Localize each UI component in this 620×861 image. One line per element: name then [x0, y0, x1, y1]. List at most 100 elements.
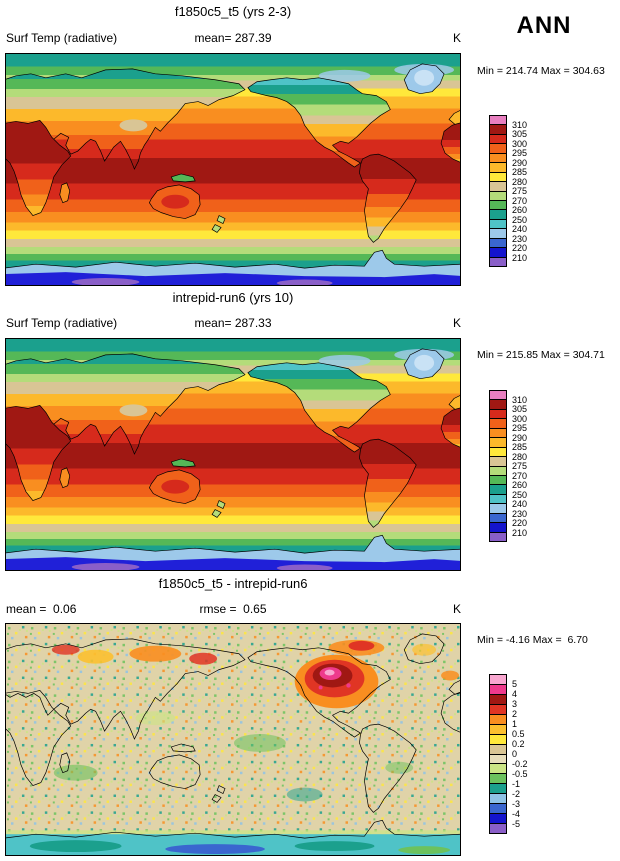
colorbar-cell — [490, 218, 506, 229]
colorbar-label: 5 — [512, 679, 518, 689]
panel3-title: f1850c5_t5 - intrepid-run6 — [158, 576, 308, 591]
colorbar-cell — [490, 391, 506, 400]
panel2-title: intrepid-run6 (yrs 10) — [172, 290, 294, 305]
colorbar-cell — [490, 162, 506, 172]
panel3-rmse-label: rmse = 0.65 — [199, 602, 267, 616]
colorbar-cell — [490, 813, 506, 824]
colorbar-cell — [490, 181, 506, 191]
colorbar-cell — [490, 773, 506, 784]
panel2-map-plot — [6, 339, 460, 570]
colorbar-label: 230 — [512, 233, 528, 244]
panel2-minmax: Min = 215.85 Max = 304.71 — [477, 349, 605, 361]
colorbar-cell — [490, 743, 506, 754]
panel3-map — [5, 623, 461, 856]
panel3-colorbar: 5 4 3 2 1 0.5 0.2 0 -0.2 -0.5 -1 -2 -3 -4 -5 — [489, 674, 528, 834]
colorbar-label: 0.2 — [512, 739, 525, 749]
colorbar-cell — [490, 703, 506, 714]
colorbar-label: 250 — [512, 489, 528, 500]
colorbar-cell — [490, 733, 506, 744]
colorbar-label: 1 — [512, 719, 518, 729]
colorbar-label: 0 — [512, 749, 518, 759]
season-label: ANN — [516, 12, 572, 39]
colorbar-label: 210 — [512, 252, 528, 263]
panel2-mean-label: mean= 287.33 — [194, 316, 272, 330]
colorbar-label: 295 — [512, 148, 528, 158]
colorbar-label: 310 — [512, 119, 528, 130]
panel1-mean-label: mean= 287.39 — [194, 31, 272, 45]
colorbar-label: -2 — [512, 789, 521, 799]
colorbar-label: 285 — [512, 442, 528, 452]
colorbar-cell — [490, 116, 506, 125]
colorbar-label: 305 — [512, 404, 528, 414]
colorbar-cell — [490, 823, 506, 833]
colorbar-label: -0.5 — [512, 769, 528, 779]
colorbar-cell — [490, 256, 506, 266]
colorbar-label: 4 — [512, 689, 518, 699]
colorbar-cell — [490, 237, 506, 248]
colorbar-cell — [490, 399, 506, 409]
colorbar-cell — [490, 493, 506, 504]
colorbar-label: -1 — [512, 779, 521, 789]
colorbar-cell — [490, 190, 506, 200]
colorbar-label: 3 — [512, 699, 518, 709]
colorbar-cell — [490, 713, 506, 724]
colorbar-cell — [490, 228, 506, 238]
colorbar-label: -3 — [512, 799, 521, 809]
colorbar-cell — [490, 503, 506, 513]
colorbar-label: 2 — [512, 709, 518, 719]
panel2-variable-label: Surf Temp (radiative) — [6, 316, 118, 330]
colorbar-cell — [490, 247, 506, 257]
colorbar-cell — [490, 675, 506, 684]
colorbar-cell — [490, 152, 506, 163]
colorbar-label: 220 — [512, 518, 528, 528]
colorbar-cell — [490, 209, 506, 219]
colorbar-cell — [490, 484, 506, 494]
panel3-map-plot — [6, 624, 460, 855]
panel1-units-label: K — [452, 31, 461, 45]
colorbar-label: 240 — [512, 499, 528, 509]
panel1-variable-label: Surf Temp (radiative) — [6, 31, 118, 45]
colorbar-label: -5 — [512, 819, 521, 829]
panel3-units-label: K — [452, 602, 461, 616]
colorbar-label: 280 — [512, 451, 528, 462]
colorbar-cell — [490, 143, 506, 153]
colorbar-label: 275 — [512, 186, 528, 196]
colorbar-label: 230 — [512, 508, 528, 519]
colorbar-label: 270 — [512, 195, 528, 206]
colorbar-label: 275 — [512, 461, 528, 471]
colorbar-cell — [490, 133, 506, 144]
colorbar-label: 220 — [512, 243, 528, 253]
colorbar-cell — [490, 456, 506, 466]
panel1-title: f1850c5_t5 (yrs 2-3) — [174, 4, 292, 19]
colorbar-cell — [490, 763, 506, 774]
colorbar-cells — [489, 390, 507, 542]
panel2-map — [5, 338, 461, 571]
panel3-minmax: Min = -4.16 Max = 6.70 — [477, 634, 588, 646]
colorbar-label: 280 — [512, 176, 528, 187]
colorbar-cell — [490, 793, 506, 804]
colorbar-label: 300 — [512, 413, 528, 424]
colorbar-cells — [489, 115, 507, 267]
colorbar-label: 210 — [512, 527, 528, 538]
colorbar-label: 290 — [512, 432, 528, 443]
panel1-map-plot — [6, 54, 460, 285]
colorbar-cell — [490, 723, 506, 734]
colorbar-cell — [490, 199, 506, 210]
colorbar-cell — [490, 446, 506, 457]
colorbar-label: 0.5 — [512, 729, 525, 739]
colorbar-label: 285 — [512, 167, 528, 177]
colorbar-cell — [490, 408, 506, 419]
colorbar-cell — [490, 693, 506, 704]
colorbar-cell — [490, 753, 506, 764]
colorbar-label: 305 — [512, 129, 528, 139]
colorbar-cell — [490, 437, 506, 447]
colorbar-label: 250 — [512, 214, 528, 225]
colorbar-label: 270 — [512, 470, 528, 481]
colorbar-cell — [490, 465, 506, 475]
panel2-colorbar: 310 305 300 295 290 285 280 275 270 260 250 240 230 2… — [489, 390, 527, 542]
colorbar-label: 300 — [512, 138, 528, 149]
colorbar-cell — [490, 427, 506, 438]
panel1-map — [5, 53, 461, 286]
colorbar-cell — [490, 683, 506, 694]
